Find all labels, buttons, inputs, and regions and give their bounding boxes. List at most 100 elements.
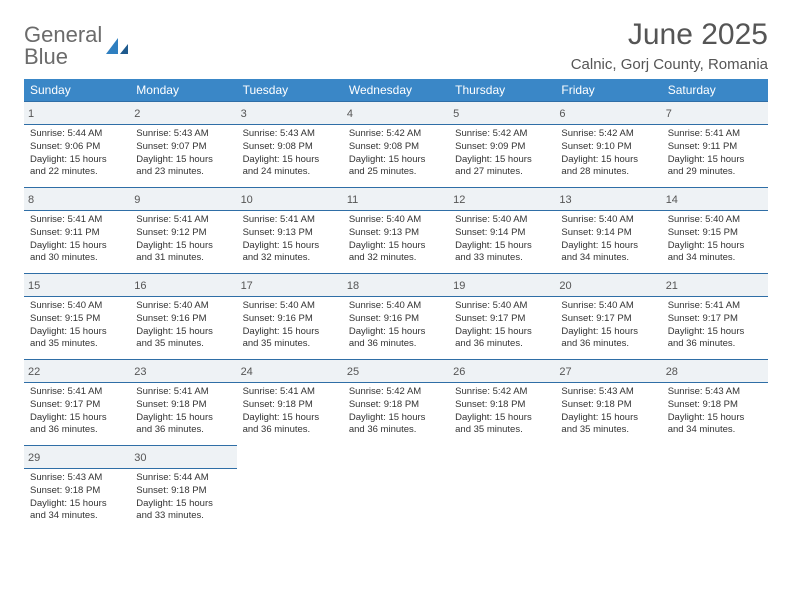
day-cell: 24Sunrise: 5:41 AMSunset: 9:18 PMDayligh… (237, 359, 343, 445)
calendar-cell: 10Sunrise: 5:41 AMSunset: 9:13 PMDayligh… (237, 187, 343, 273)
sunrise-line: Sunrise: 5:40 AM (243, 300, 337, 313)
day-cell: 8Sunrise: 5:41 AMSunset: 9:11 PMDaylight… (24, 187, 130, 273)
day-cell: 17Sunrise: 5:40 AMSunset: 9:16 PMDayligh… (237, 273, 343, 359)
day-info: Sunrise: 5:41 AMSunset: 9:12 PMDaylight:… (136, 214, 230, 265)
day-cell: 29Sunrise: 5:43 AMSunset: 9:18 PMDayligh… (24, 445, 130, 531)
day-number-bar: 26 (449, 359, 555, 383)
weekday-header-row: SundayMondayTuesdayWednesdayThursdayFrid… (24, 79, 768, 101)
sunrise-line: Sunrise: 5:43 AM (668, 386, 762, 399)
calendar-cell: 17Sunrise: 5:40 AMSunset: 9:16 PMDayligh… (237, 273, 343, 359)
day-number-bar: 3 (237, 101, 343, 125)
calendar-cell: 28Sunrise: 5:43 AMSunset: 9:18 PMDayligh… (662, 359, 768, 445)
day-info: Sunrise: 5:40 AMSunset: 9:17 PMDaylight:… (561, 300, 655, 351)
logo-sail-icon (104, 36, 130, 56)
calendar-cell (343, 445, 449, 531)
calendar-cell (662, 445, 768, 531)
day-info: Sunrise: 5:42 AMSunset: 9:18 PMDaylight:… (349, 386, 443, 437)
day-number: 20 (559, 280, 571, 292)
calendar-cell: 26Sunrise: 5:42 AMSunset: 9:18 PMDayligh… (449, 359, 555, 445)
day-cell: 18Sunrise: 5:40 AMSunset: 9:16 PMDayligh… (343, 273, 449, 359)
sunrise-line: Sunrise: 5:44 AM (30, 128, 124, 141)
day-info: Sunrise: 5:40 AMSunset: 9:16 PMDaylight:… (136, 300, 230, 351)
daylight-line: Daylight: 15 hours and 24 minutes. (243, 154, 337, 180)
day-cell: 5Sunrise: 5:42 AMSunset: 9:09 PMDaylight… (449, 101, 555, 187)
day-cell: 15Sunrise: 5:40 AMSunset: 9:15 PMDayligh… (24, 273, 130, 359)
daylight-line: Daylight: 15 hours and 35 minutes. (243, 326, 337, 352)
sunrise-line: Sunrise: 5:40 AM (455, 214, 549, 227)
calendar-cell: 23Sunrise: 5:41 AMSunset: 9:18 PMDayligh… (130, 359, 236, 445)
day-number-bar: 6 (555, 101, 661, 125)
sunrise-line: Sunrise: 5:41 AM (668, 128, 762, 141)
sunset-line: Sunset: 9:15 PM (668, 227, 762, 240)
calendar-cell: 12Sunrise: 5:40 AMSunset: 9:14 PMDayligh… (449, 187, 555, 273)
sunrise-line: Sunrise: 5:40 AM (30, 300, 124, 313)
day-number-bar: 27 (555, 359, 661, 383)
daylight-line: Daylight: 15 hours and 28 minutes. (561, 154, 655, 180)
daylight-line: Daylight: 15 hours and 36 minutes. (349, 326, 443, 352)
sunrise-line: Sunrise: 5:42 AM (349, 386, 443, 399)
calendar-row: 22 Sunrise: 5:41 AMSunset: 9:17 PMDayligh… (24, 359, 768, 445)
sunrise-line: Sunrise: 5:43 AM (30, 472, 124, 485)
day-cell: 26Sunrise: 5:42 AMSunset: 9:18 PMDayligh… (449, 359, 555, 445)
calendar-cell: 1Sunrise: 5:44 AMSunset: 9:06 PMDaylight… (24, 101, 130, 187)
day-number-bar: 2 (130, 101, 236, 125)
day-number: 5 (453, 108, 459, 120)
calendar-body: 1Sunrise: 5:44 AMSunset: 9:06 PMDaylight… (24, 101, 768, 531)
sunset-line: Sunset: 9:08 PM (349, 141, 443, 154)
daylight-line: Daylight: 15 hours and 22 minutes. (30, 154, 124, 180)
sunset-line: Sunset: 9:14 PM (561, 227, 655, 240)
sunset-line: Sunset: 9:18 PM (243, 399, 337, 412)
sunset-line: Sunset: 9:18 PM (349, 399, 443, 412)
day-number-bar: 9 (130, 187, 236, 211)
day-number-bar: 15 (24, 273, 130, 297)
daylight-line: Daylight: 15 hours and 29 minutes. (668, 154, 762, 180)
sunset-line: Sunset: 9:11 PM (668, 141, 762, 154)
day-number: 19 (453, 280, 465, 292)
day-cell: 19Sunrise: 5:40 AMSunset: 9:17 PMDayligh… (449, 273, 555, 359)
day-number: 24 (241, 366, 253, 378)
day-cell: 22 Sunrise: 5:41 AMSunset: 9:17 PMDayligh… (24, 359, 130, 445)
sunrise-line: Sunrise: 5:43 AM (561, 386, 655, 399)
day-cell: 14Sunrise: 5:40 AMSunset: 9:15 PMDayligh… (662, 187, 768, 273)
daylight-line: Daylight: 15 hours and 34 minutes. (668, 412, 762, 438)
daylight-line: Daylight: 15 hours and 34 minutes. (668, 240, 762, 266)
day-number-bar: 4 (343, 101, 449, 125)
day-cell: 13Sunrise: 5:40 AMSunset: 9:14 PMDayligh… (555, 187, 661, 273)
sunset-line: Sunset: 9:13 PM (349, 227, 443, 240)
daylight-line: Daylight: 15 hours and 32 minutes. (243, 240, 337, 266)
daylight-line: Daylight: 15 hours and 35 minutes. (136, 326, 230, 352)
day-number-bar: 18 (343, 273, 449, 297)
sunrise-line: Sunrise: 5:41 AM (243, 214, 337, 227)
day-number: 2 (134, 108, 140, 120)
day-number: 22 (28, 366, 40, 378)
daylight-line: Daylight: 15 hours and 36 minutes. (136, 412, 230, 438)
daylight-line: Daylight: 15 hours and 32 minutes. (349, 240, 443, 266)
logo-line1: General (24, 24, 102, 46)
sunset-line: Sunset: 9:16 PM (136, 313, 230, 326)
day-number-bar: 12 (449, 187, 555, 211)
sunset-line: Sunset: 9:17 PM (561, 313, 655, 326)
sunset-line: Sunset: 9:17 PM (668, 313, 762, 326)
day-number: 21 (666, 280, 678, 292)
sunrise-line: Sunrise: 5:40 AM (136, 300, 230, 313)
calendar-cell: 24Sunrise: 5:41 AMSunset: 9:18 PMDayligh… (237, 359, 343, 445)
day-cell: 12Sunrise: 5:40 AMSunset: 9:14 PMDayligh… (449, 187, 555, 273)
daylight-line: Daylight: 15 hours and 33 minutes. (455, 240, 549, 266)
sunrise-line: Sunrise: 5:41 AM (668, 300, 762, 313)
daylight-line: Daylight: 15 hours and 36 minutes. (349, 412, 443, 438)
day-cell (555, 445, 661, 531)
day-number-bar: 7 (662, 101, 768, 125)
weekday-header: Tuesday (237, 79, 343, 101)
day-number-bar: 29 (24, 445, 130, 469)
sunset-line: Sunset: 9:07 PM (136, 141, 230, 154)
day-info: Sunrise: 5:40 AMSunset: 9:13 PMDaylight:… (349, 214, 443, 265)
calendar-cell: 30Sunrise: 5:44 AMSunset: 9:18 PMDayligh… (130, 445, 236, 531)
calendar-cell: 11Sunrise: 5:40 AMSunset: 9:13 PMDayligh… (343, 187, 449, 273)
sunset-line: Sunset: 9:16 PM (243, 313, 337, 326)
day-cell (449, 445, 555, 531)
day-cell: 4Sunrise: 5:42 AMSunset: 9:08 PMDaylight… (343, 101, 449, 187)
day-info: Sunrise: 5:41 AMSunset: 9:17 PMDaylight:… (30, 386, 124, 437)
day-number: 14 (666, 194, 678, 206)
day-cell (237, 445, 343, 531)
sunrise-line: Sunrise: 5:41 AM (30, 386, 124, 399)
